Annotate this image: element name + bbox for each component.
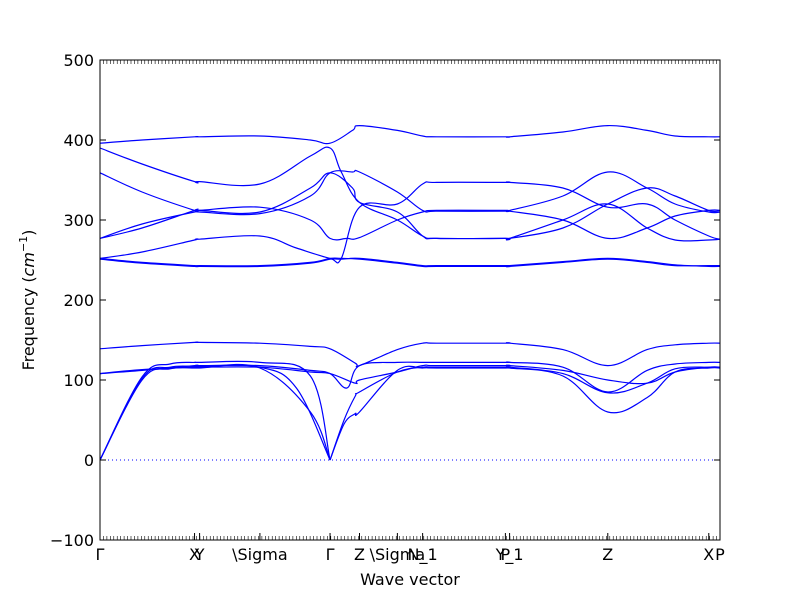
- x-tick-label: Z: [602, 545, 613, 564]
- band-line-14: [99, 172, 721, 240]
- band-line-7: [99, 361, 721, 393]
- band-line-5: [329, 366, 721, 461]
- y-tick-label: −100: [50, 531, 94, 550]
- band-line-1: [99, 363, 331, 461]
- band-line-13: [99, 169, 721, 240]
- y-tick-label: 400: [63, 131, 94, 150]
- y-tick-label: 200: [63, 291, 94, 310]
- band-line-4: [329, 365, 721, 461]
- y-tick-label: 0: [84, 451, 94, 470]
- band-line-2: [99, 364, 331, 461]
- band-line-15: [99, 146, 721, 242]
- band-line-16: [99, 124, 721, 145]
- y-tick-label: 500: [63, 51, 94, 70]
- band-line-3: [99, 360, 331, 461]
- band-line-6: [99, 364, 721, 385]
- x-tick-label: X: [189, 545, 200, 564]
- y-tick-label: 100: [63, 371, 94, 390]
- x-tick-label: Z: [354, 545, 365, 564]
- x-tick-label: P: [501, 545, 511, 564]
- y-axis-label: Frequency (cm−1): [17, 230, 38, 371]
- band-line-11: [99, 181, 721, 264]
- plot-frame: [99, 59, 721, 541]
- band-line-9: [99, 257, 721, 268]
- x-axis-label: Wave vector: [360, 570, 460, 589]
- x-tick-label: N_1: [408, 545, 438, 565]
- x-tick-label: \Sigma: [232, 545, 288, 564]
- x-tick-label: X: [703, 545, 714, 564]
- x-tick-label: Y_1: [495, 545, 524, 565]
- band-line-8: [99, 341, 721, 368]
- x-tick-label: Γ: [326, 545, 335, 564]
- x-tick-label: P: [715, 545, 725, 564]
- x-tick-label: \Sigma: [370, 545, 426, 564]
- x-tick-label: Γ: [96, 545, 105, 564]
- band-line-10: [99, 257, 720, 268]
- y-tick-label: 300: [63, 211, 94, 230]
- x-tick-label: Y: [194, 545, 205, 564]
